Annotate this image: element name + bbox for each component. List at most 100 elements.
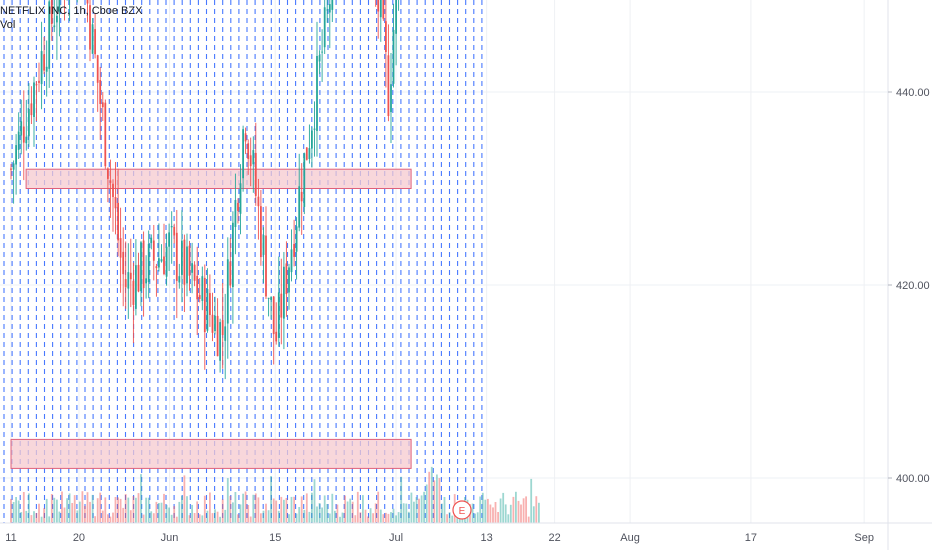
candle <box>181 210 183 303</box>
volume-bar <box>232 502 234 523</box>
candle <box>163 223 165 276</box>
volume-bar <box>341 512 344 523</box>
candle <box>158 223 160 272</box>
candle <box>12 160 15 204</box>
volume-bar <box>443 497 446 523</box>
candle-body <box>290 249 293 273</box>
earnings-marker[interactable]: E <box>452 500 472 520</box>
earnings-circle[interactable] <box>452 500 472 520</box>
candle <box>331 0 334 22</box>
volume-bar <box>30 515 33 523</box>
candle-body <box>313 128 316 130</box>
candle-body <box>201 276 204 301</box>
volume-bar <box>178 501 181 523</box>
candle <box>198 278 201 303</box>
candle-body <box>117 202 119 241</box>
candle-body <box>239 183 242 214</box>
candle <box>283 252 285 350</box>
volume-bar <box>135 497 137 523</box>
volume-bar <box>137 493 140 523</box>
candle <box>104 99 107 169</box>
volume-bar <box>104 497 107 523</box>
candle <box>165 233 168 286</box>
volume-bar <box>12 502 15 523</box>
volume-bar <box>530 478 533 523</box>
candle-body <box>58 0 61 12</box>
symbol-title[interactable]: NETFLIX INC, 1h, Cboe BZX <box>0 5 143 17</box>
volume-bar <box>22 492 25 523</box>
earnings-label[interactable]: E <box>459 506 466 517</box>
candle <box>305 147 308 161</box>
red-zone-rectangle[interactable] <box>25 168 412 189</box>
volume-bar <box>359 512 362 523</box>
candle <box>135 239 137 316</box>
candle <box>308 124 311 164</box>
candle <box>155 263 158 297</box>
candle-body <box>216 315 219 357</box>
volume-bar <box>410 492 413 523</box>
volume-bar <box>448 512 451 523</box>
volume-bar <box>321 507 323 523</box>
candle-body <box>25 136 28 144</box>
candle-body <box>22 126 25 143</box>
volume-bar <box>535 496 538 523</box>
volume-bar <box>260 513 262 523</box>
volume-bar <box>492 507 494 523</box>
candle-body <box>237 202 239 211</box>
volume-bar <box>494 502 497 523</box>
candle <box>33 76 35 147</box>
volume-bar <box>196 501 199 523</box>
candle-body <box>305 147 308 160</box>
candle-body <box>155 266 158 269</box>
candle <box>234 173 237 255</box>
candle-body <box>331 0 334 10</box>
candle <box>114 162 117 235</box>
candle-body <box>132 280 135 305</box>
volume-label[interactable]: Vol <box>0 19 16 31</box>
red-zone-rectangle[interactable] <box>10 438 412 469</box>
candle-body <box>137 264 140 292</box>
candle-body <box>48 1 51 69</box>
candle-body <box>147 243 150 283</box>
candle <box>137 252 140 293</box>
volume-bar <box>117 497 119 523</box>
volume-bar <box>397 512 400 523</box>
volume-bar <box>522 498 525 523</box>
candle <box>150 234 153 250</box>
candle <box>221 283 224 369</box>
candle-body <box>94 29 96 55</box>
candle-body <box>379 0 382 18</box>
candle <box>270 296 272 320</box>
volume-bar <box>165 504 168 523</box>
candle-body <box>221 320 224 335</box>
candle-body <box>188 245 191 276</box>
candle <box>298 153 301 232</box>
candle-body <box>119 238 122 258</box>
candle <box>50 0 53 41</box>
volume-bar <box>400 476 403 523</box>
volume-bar <box>433 480 436 523</box>
candle-body <box>295 226 298 252</box>
candle-body <box>198 295 201 299</box>
candle <box>15 134 17 195</box>
candle <box>43 36 45 75</box>
volume-bar <box>538 502 540 523</box>
candle <box>328 0 331 49</box>
volume-bar <box>349 498 352 523</box>
volume-bar <box>237 514 239 523</box>
candle-body <box>293 243 295 257</box>
volume-bar <box>484 499 487 523</box>
volume-bar <box>351 501 354 523</box>
volume-bar <box>20 512 23 523</box>
volume-bar <box>173 506 176 523</box>
candle-body <box>242 129 244 179</box>
candle-body <box>15 145 17 165</box>
candle-body <box>272 296 275 335</box>
volume-bar <box>158 503 160 523</box>
volume-bar <box>502 492 505 523</box>
zones[interactable] <box>10 0 751 469</box>
candle-body <box>229 261 232 286</box>
volume-bar <box>339 516 341 523</box>
